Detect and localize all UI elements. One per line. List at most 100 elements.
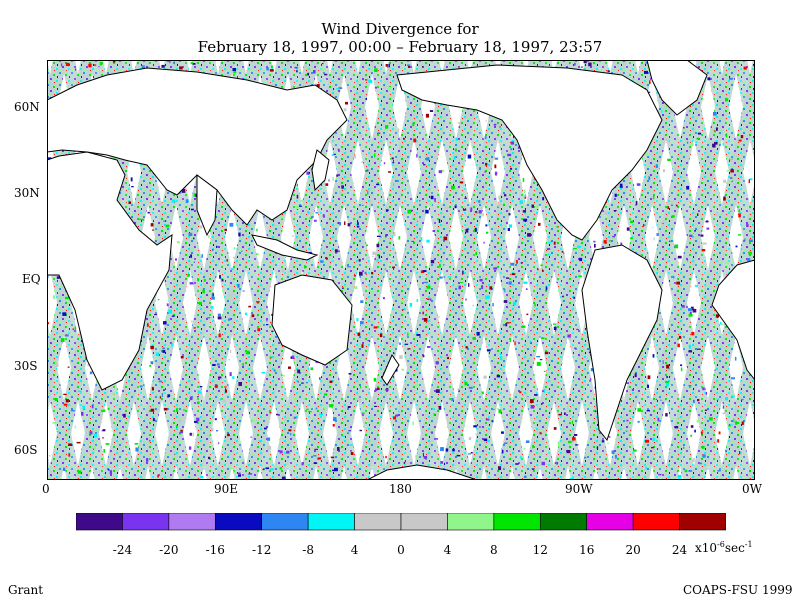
divergence-sample [269,459,273,462]
divergence-sample [263,381,266,384]
divergence-sample [468,143,470,145]
colorbar-tick-label: -12 [252,543,272,557]
divergence-sample [199,225,203,229]
divergence-sample [157,474,159,478]
divergence-sample [422,270,427,272]
divergence-sample [671,201,673,205]
divergence-sample [613,210,617,212]
divergence-sample [364,189,367,193]
divergence-sample [74,326,76,331]
divergence-sample [433,413,436,416]
divergence-sample [443,236,448,241]
divergence-sample [568,440,572,444]
divergence-sample [596,468,599,470]
divergence-sample [548,241,552,244]
divergence-sample [288,366,291,369]
divergence-sample [219,398,222,401]
colorbar-swatch [493,513,541,531]
divergence-sample [652,354,655,358]
divergence-sample [531,468,535,470]
divergence-sample [369,201,373,203]
divergence-sample [298,205,302,207]
divergence-sample [370,289,374,294]
divergence-sample [481,285,484,289]
divergence-sample [507,228,510,231]
divergence-sample [559,362,563,365]
divergence-sample [149,364,152,367]
divergence-sample [347,266,351,268]
divergence-sample [689,311,692,316]
divergence-sample [296,194,299,199]
colorbar-swatch [76,513,123,531]
divergence-sample [409,302,413,307]
divergence-sample [216,363,220,366]
divergence-sample [260,311,263,313]
divergence-sample [197,390,201,394]
divergence-sample [458,285,462,290]
divergence-sample [212,292,214,297]
divergence-sample [528,242,532,245]
divergence-sample [219,275,221,279]
divergence-sample [472,304,475,307]
colorbar-tick-label: 0 [397,543,405,557]
divergence-sample [545,257,549,260]
divergence-sample [361,344,364,348]
divergence-sample [510,167,513,170]
divergence-sample [566,450,571,454]
divergence-sample [748,251,752,255]
divergence-sample [426,157,430,161]
divergence-sample [508,224,513,228]
divergence-sample [692,308,697,313]
divergence-sample [48,455,51,457]
divergence-sample [262,468,265,471]
divergence-sample [498,195,500,200]
divergence-sample [709,417,713,421]
divergence-sample [493,155,496,160]
divergence-sample [701,445,705,449]
divergence-sample [444,462,445,465]
divergence-sample [313,462,318,464]
divergence-sample [666,382,669,387]
divergence-sample [366,244,368,247]
colorbar-swatch [354,513,402,531]
colorbar-swatch [261,513,309,531]
divergence-sample [232,68,236,72]
divergence-sample [438,170,442,174]
divergence-sample [150,361,154,364]
divergence-sample [221,279,224,282]
divergence-sample [229,372,232,377]
divergence-sample [707,77,711,81]
divergence-sample [478,426,482,428]
divergence-sample [553,427,557,430]
divergence-sample [319,413,323,416]
divergence-sample [77,390,82,392]
divergence-sample [716,381,720,384]
divergence-sample [88,63,92,68]
divergence-sample [460,215,462,218]
divergence-sample [373,377,377,382]
divergence-sample [162,347,165,350]
divergence-sample [233,256,237,259]
divergence-sample [686,185,690,190]
divergence-sample [415,219,419,222]
divergence-sample [702,387,705,391]
divergence-sample [372,255,374,257]
divergence-sample [589,379,591,382]
divergence-sample [697,348,701,350]
divergence-sample [387,87,391,91]
divergence-sample [193,261,195,263]
divergence-sample [134,443,139,445]
divergence-sample [419,70,422,74]
divergence-sample [362,403,366,407]
divergence-sample [667,206,669,209]
divergence-sample [503,319,508,323]
divergence-sample [468,386,473,389]
divergence-sample [516,260,518,264]
divergence-sample [388,171,392,173]
divergence-sample [676,418,680,421]
divergence-sample [367,340,370,342]
divergence-sample [389,103,393,107]
colorbar-tick-label: 20 [625,543,641,557]
divergence-sample [439,276,443,279]
divergence-sample [553,323,557,325]
